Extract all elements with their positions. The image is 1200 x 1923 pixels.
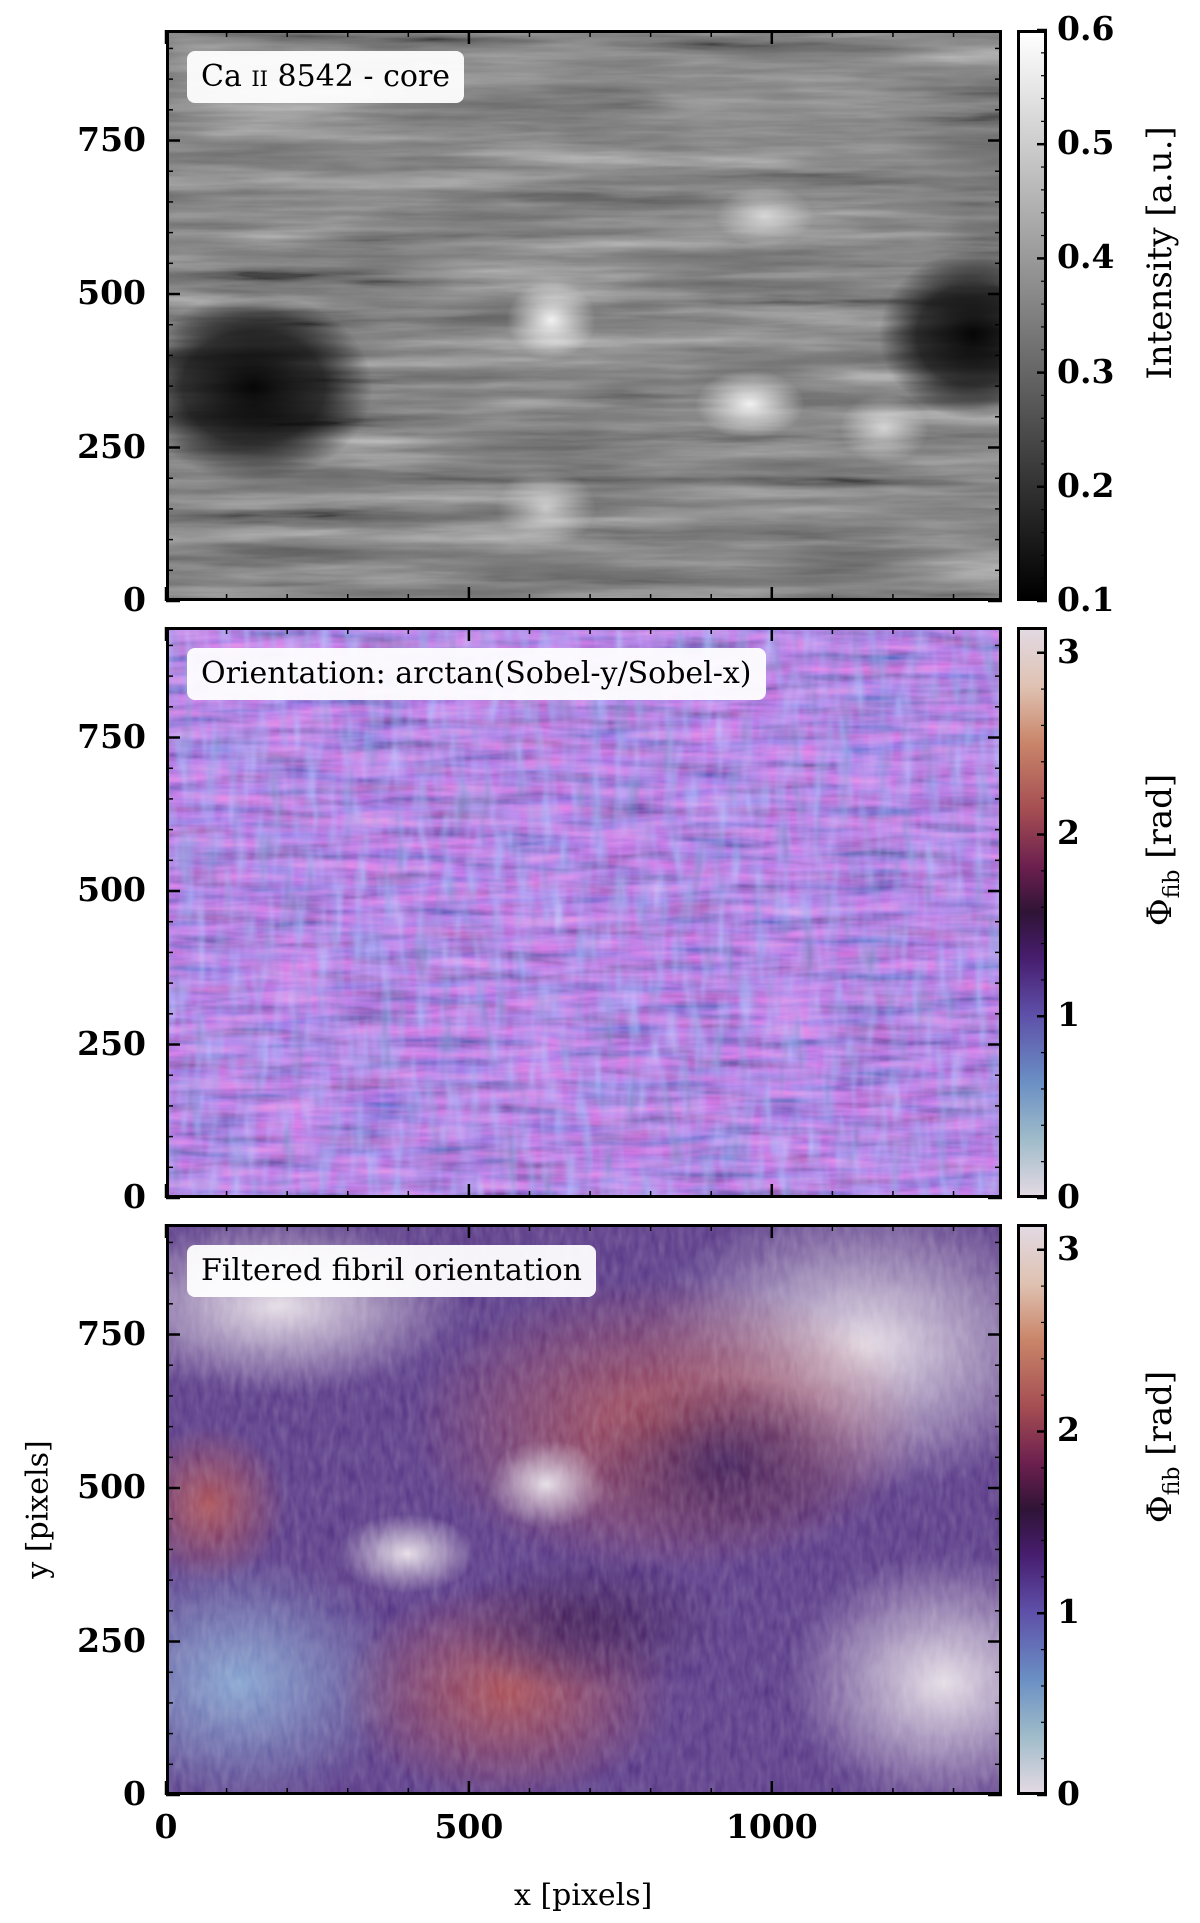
colorbar-tick-label: 0.5 — [1057, 123, 1115, 163]
colorbar-1-label: Intensity [a.u.] — [1140, 126, 1180, 380]
intensity-colorbar — [1017, 30, 1047, 601]
panel-2-title: Orientation: arctan(Sobel-y/Sobel-x) — [187, 648, 766, 700]
colorbar-tick-label: 1 — [1057, 1592, 1080, 1632]
y-tick-label: 750 — [77, 716, 146, 756]
panel-1-title: Ca ii 8542 - core — [187, 51, 465, 103]
colorbar-tick-label: 0 — [1057, 1177, 1080, 1216]
colorbar-tick-label: 2 — [1057, 813, 1080, 853]
colorbar-tick-label: 3 — [1057, 631, 1080, 671]
y-tick-label: 750 — [77, 1313, 146, 1353]
orientation-map-panel: Orientation: arctan(Sobel-y/Sobel-x) — [166, 627, 1002, 1198]
y-axis-label: y [pixels] — [20, 1440, 56, 1579]
colorbar-3-label: Φfib [rad] — [1140, 1370, 1185, 1524]
y-tick-label: 500 — [77, 273, 146, 312]
x-tick-label: 0 — [154, 1807, 178, 1846]
x-tick-label: 500 — [434, 1807, 504, 1846]
y-tick-label: 0 — [123, 1177, 146, 1216]
colorbar-tick-label: 3 — [1057, 1228, 1080, 1268]
intensity-map-image — [169, 33, 999, 598]
colorbar-tick-label: 0 — [1057, 1774, 1080, 1813]
orientation-colorbar — [1017, 627, 1047, 1198]
y-tick-label: 250 — [77, 1023, 146, 1063]
x-axis-label: x [pixels] — [514, 1878, 653, 1913]
y-tick-label: 250 — [77, 426, 146, 466]
colorbar-tick-label: 0.4 — [1057, 237, 1115, 277]
colorbar-tick-label: 0.3 — [1057, 351, 1115, 391]
colorbar-tick-label: 1 — [1057, 995, 1080, 1035]
y-tick-label: 250 — [77, 1620, 146, 1660]
y-tick-label: 0 — [123, 1774, 146, 1813]
panel-3-title: Filtered fibril orientation — [187, 1245, 596, 1297]
colorbar-2-label: Φfib [rad] — [1140, 773, 1185, 927]
y-tick-label: 0 — [123, 580, 146, 619]
colorbar-tick-label: 0.2 — [1057, 465, 1115, 505]
colorbar-tick-label: 2 — [1057, 1410, 1080, 1450]
filtered-orientation-image — [169, 1227, 999, 1792]
filtered-orientation-colorbar — [1017, 1224, 1047, 1795]
colorbar-tick-label: 0.6 — [1057, 9, 1115, 48]
y-tick-label: 500 — [77, 870, 146, 909]
orientation-map-image — [169, 630, 999, 1195]
filtered-orientation-panel: Filtered fibril orientation — [166, 1224, 1002, 1795]
intensity-map-panel: Ca ii 8542 - core — [166, 30, 1002, 601]
x-tick-label: 1000 — [725, 1807, 818, 1846]
y-tick-label: 500 — [77, 1467, 146, 1506]
colorbar-tick-label: 0.1 — [1057, 580, 1115, 619]
y-tick-label: 750 — [77, 119, 146, 159]
